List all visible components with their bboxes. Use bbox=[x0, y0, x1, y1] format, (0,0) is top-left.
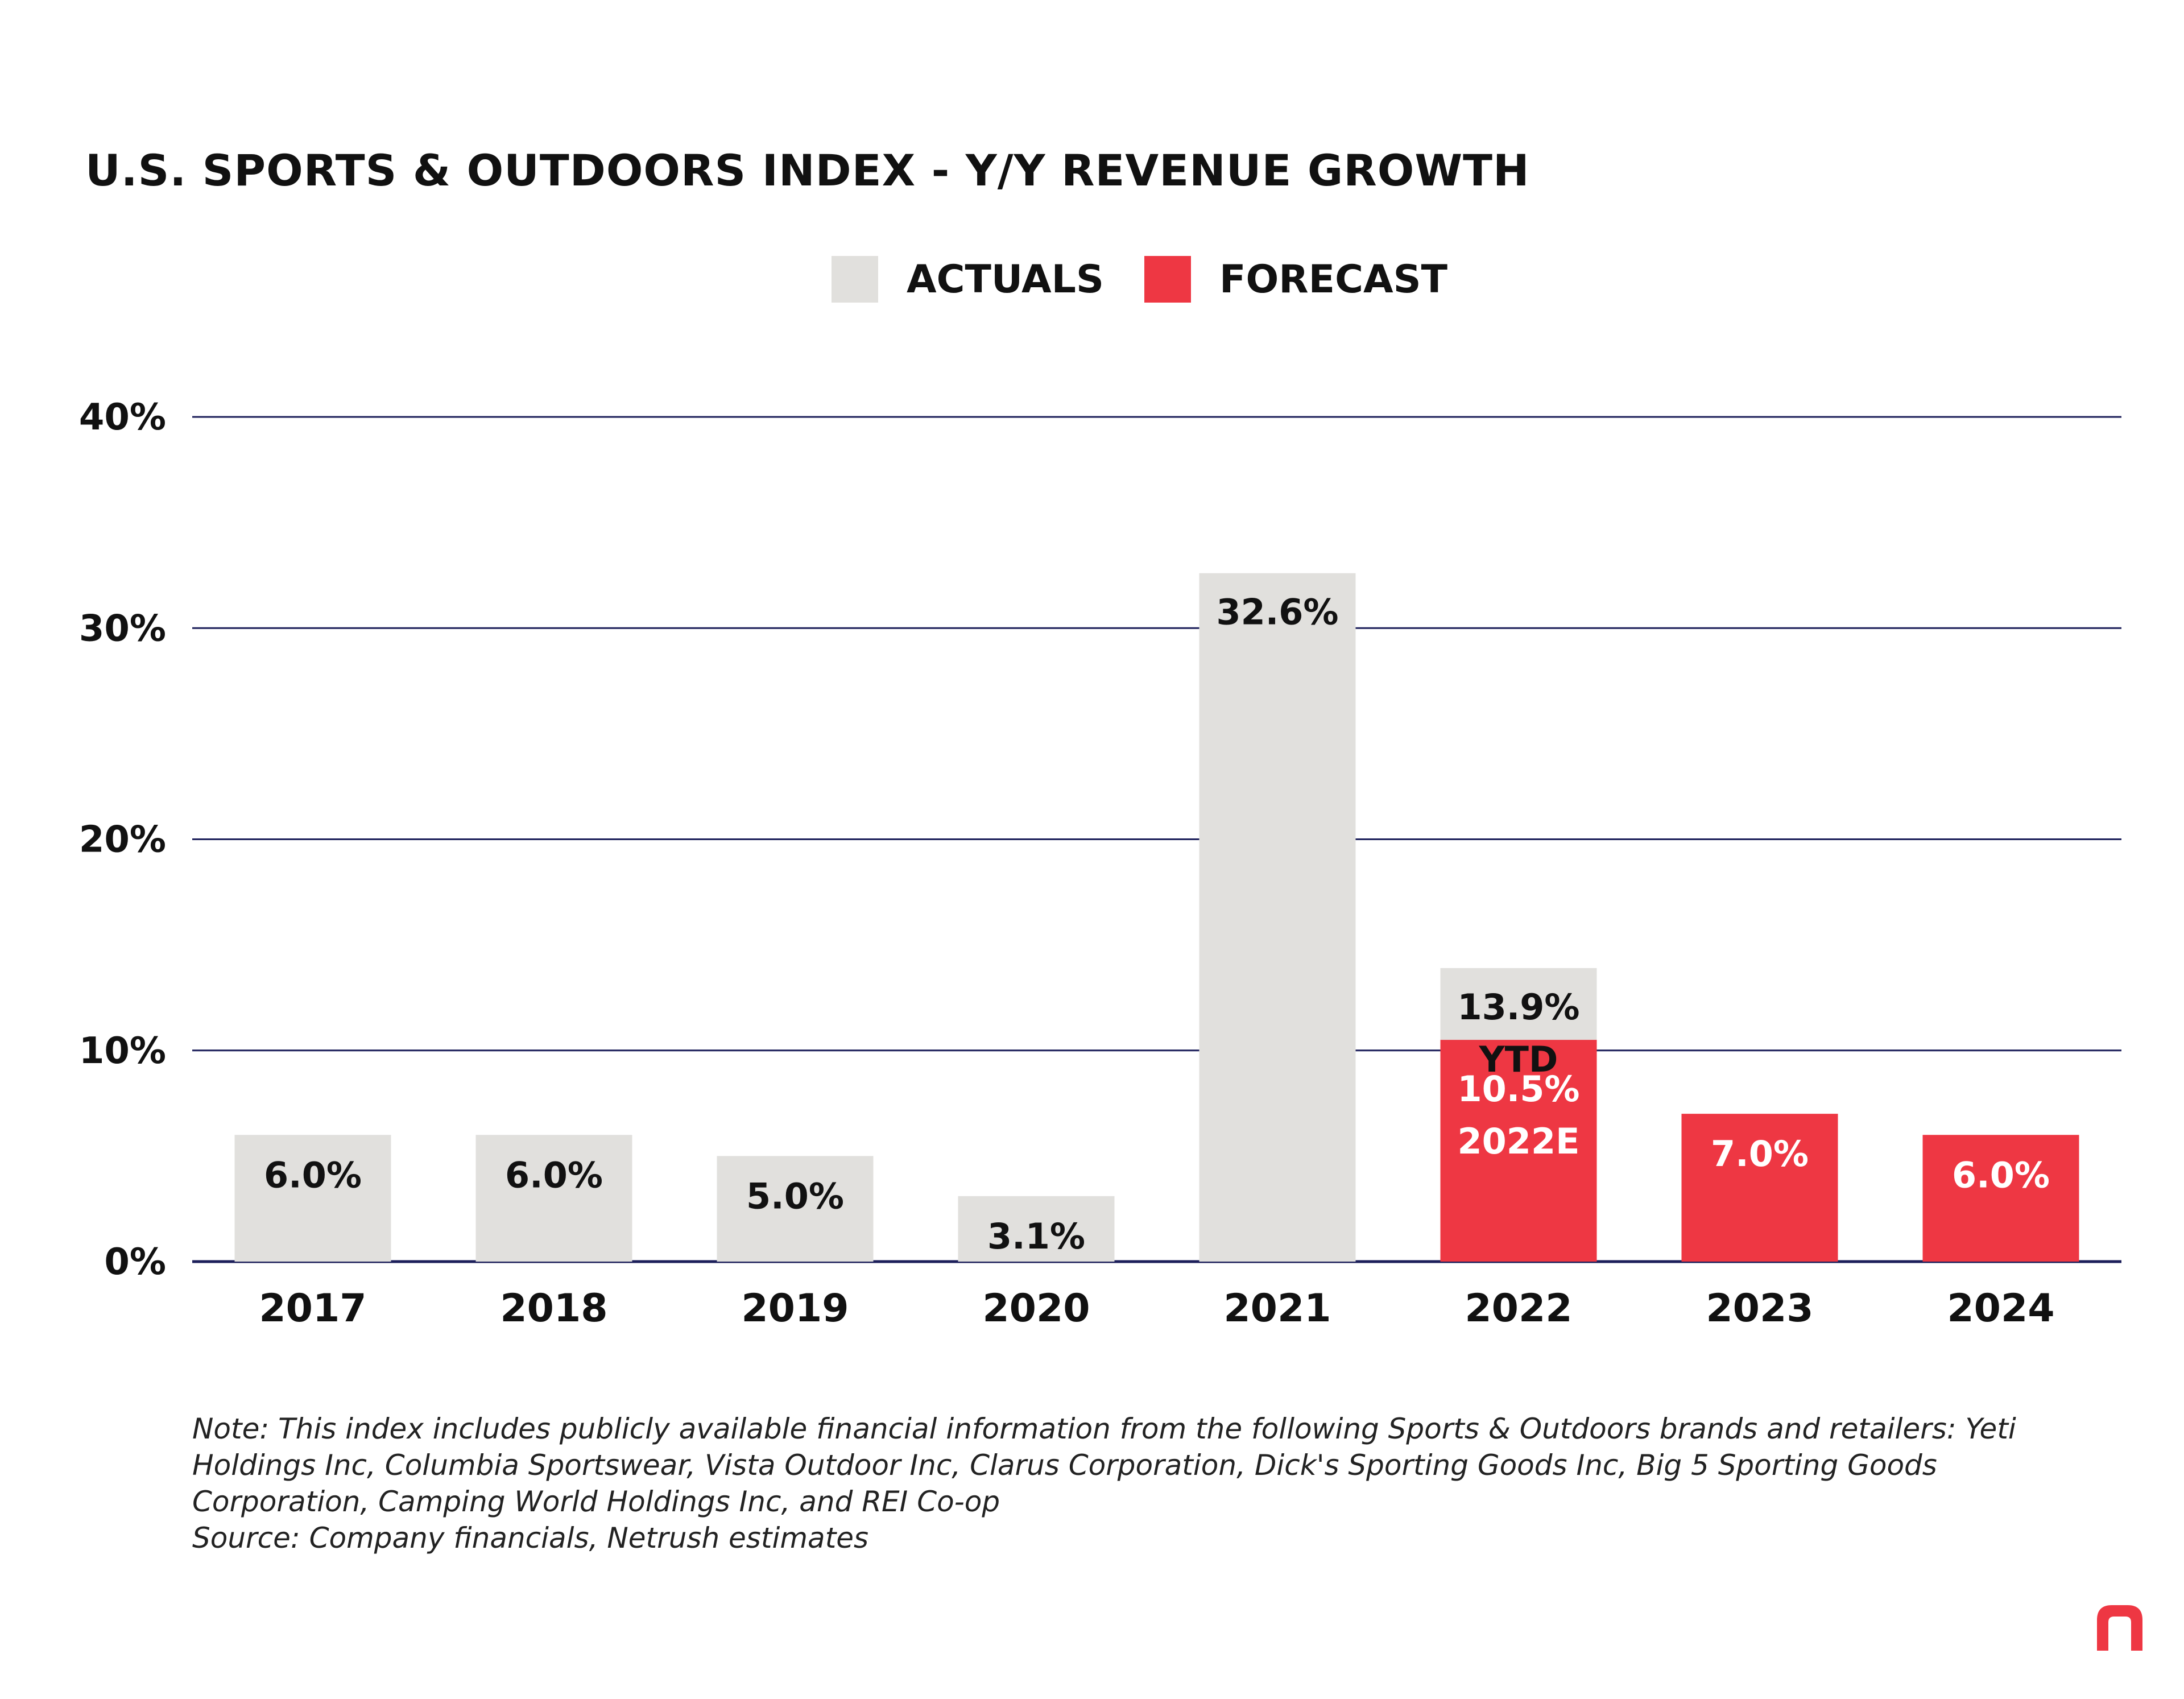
y-tick-label: 30% bbox=[79, 607, 166, 650]
chart-legend: ACTUALS FORECAST bbox=[0, 256, 2184, 307]
chart-note: Note: This index includes publicly avail… bbox=[192, 1411, 2069, 1556]
bar-actuals-2020 bbox=[958, 1196, 1115, 1262]
legend-swatch-forecast bbox=[1144, 256, 1191, 303]
bar-actuals-2021 bbox=[1199, 573, 1356, 1262]
data-label: 2022E bbox=[1458, 1121, 1580, 1162]
x-tick-label: 2019 bbox=[741, 1286, 849, 1331]
y-tick-label: 40% bbox=[79, 396, 166, 439]
bar-forecast-2023 bbox=[1681, 1114, 1838, 1262]
note-text: Note: This index includes publicly avail… bbox=[192, 1412, 2016, 1518]
data-label: 7.0% bbox=[1711, 1133, 1809, 1175]
y-tick-label: 20% bbox=[79, 819, 166, 861]
source-text: Source: Company financials, Netrush esti… bbox=[192, 1522, 869, 1555]
legend-label-actuals: ACTUALS bbox=[907, 257, 1104, 302]
data-label: 5.0% bbox=[746, 1175, 844, 1217]
data-label: YTD bbox=[1479, 1039, 1558, 1080]
data-label: 6.0% bbox=[1952, 1154, 2050, 1196]
x-tick-label: 2023 bbox=[1706, 1286, 1813, 1331]
x-tick-label: 2018 bbox=[500, 1286, 607, 1331]
legend-swatch-actuals bbox=[832, 256, 878, 303]
data-label: 3.1% bbox=[987, 1216, 1085, 1257]
netrush-logo-icon bbox=[2097, 1605, 2142, 1651]
x-tick-label: 2020 bbox=[982, 1286, 1090, 1331]
bar-actuals-2019 bbox=[717, 1156, 874, 1262]
x-tick-label: 2024 bbox=[1947, 1286, 2054, 1331]
y-tick-label: 10% bbox=[79, 1030, 166, 1072]
bar-forecast-2022 bbox=[1440, 1040, 1597, 1262]
data-label: 10.5% bbox=[1457, 1068, 1579, 1110]
data-label: 13.9% bbox=[1457, 986, 1579, 1028]
bar-actuals-2017 bbox=[234, 1135, 391, 1262]
data-label: 6.0% bbox=[264, 1154, 362, 1196]
legend-label-forecast: FORECAST bbox=[1219, 257, 1447, 302]
legend-item-actuals: ACTUALS bbox=[832, 256, 1104, 303]
bar-chart: 0% 10% 20% 30% 40% 6.0% 6.0% 5.0% 3.1% 32.6% 13.9%… bbox=[79, 396, 2121, 1331]
data-label: 6.0% bbox=[505, 1154, 603, 1196]
x-tick-label: 2022 bbox=[1465, 1286, 1572, 1331]
legend-item-forecast: FORECAST bbox=[1144, 256, 1447, 303]
chart-title: U.S. SPORTS & OUTDOORS INDEX - Y/Y REVEN… bbox=[85, 145, 1530, 196]
x-tick-label: 2017 bbox=[259, 1286, 366, 1331]
y-tick-label: 0% bbox=[104, 1241, 166, 1283]
bar-actuals-2018 bbox=[475, 1135, 632, 1262]
bar-forecast-2024 bbox=[1922, 1135, 2079, 1262]
data-label: 32.6% bbox=[1216, 592, 1338, 633]
x-tick-label: 2021 bbox=[1223, 1286, 1331, 1331]
